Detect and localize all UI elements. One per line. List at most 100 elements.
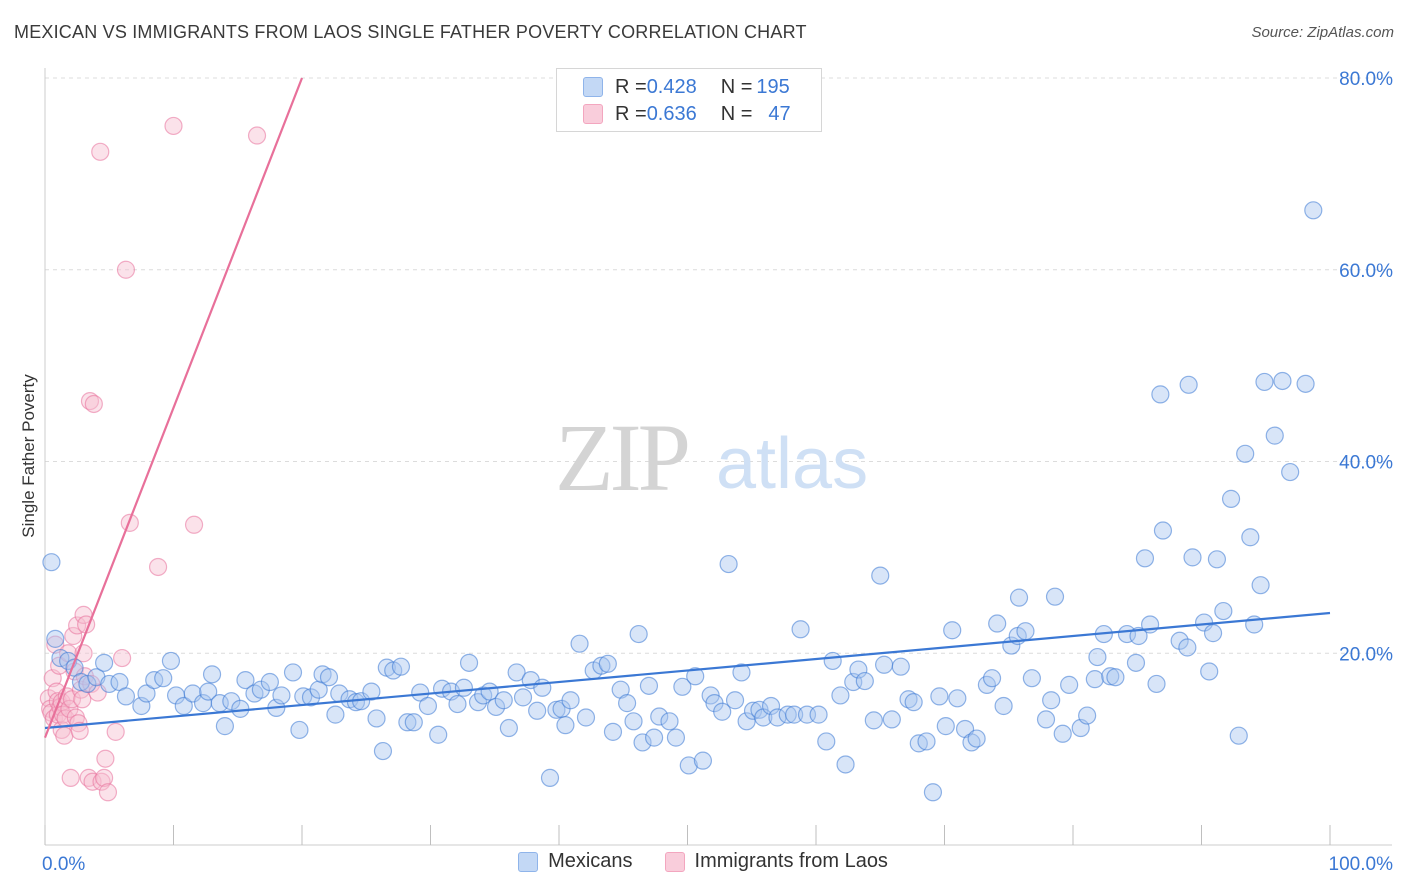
y-tick-label: 60.0% [1339, 261, 1393, 282]
trend-line-laos [43, 77, 304, 739]
scatter-point [148, 557, 168, 577]
scatter-point [719, 554, 738, 574]
scatter-point [785, 705, 804, 724]
scatter-point [95, 768, 114, 787]
scatter-point [236, 670, 255, 690]
scatter-point [1036, 710, 1056, 729]
scatter-point [272, 686, 291, 705]
scatter-point [633, 733, 652, 752]
scatter-point [836, 755, 855, 774]
scatter-point [346, 693, 366, 712]
scatter-point [404, 713, 423, 732]
scatter-point [592, 656, 611, 675]
scatter-point [686, 667, 705, 686]
scatter-point [556, 716, 575, 735]
scatter-point [1304, 201, 1323, 220]
grid-lines [45, 77, 1392, 654]
scatter-point [55, 726, 74, 745]
scatter-point [1179, 375, 1198, 394]
scatter-point [1207, 550, 1227, 569]
watermark: ZIP atlas [555, 404, 868, 511]
scatter-point [202, 665, 222, 684]
scatter-point [540, 768, 560, 787]
scatter-point [61, 768, 80, 787]
scatter-point [454, 678, 474, 697]
scatter-point [91, 142, 110, 161]
scatter-point [528, 701, 547, 720]
scatter-point [732, 663, 751, 682]
scatter-point [309, 680, 328, 699]
scatter-point [70, 721, 89, 741]
scatter-point [693, 751, 713, 770]
y-tick-label: 40.0% [1339, 453, 1393, 474]
chart-title: MEXICAN VS IMMIGRANTS FROM LAOS SINGLE F… [14, 22, 807, 42]
scatter-point [1153, 521, 1173, 540]
scatter-point [904, 693, 923, 712]
scatter-point [817, 732, 836, 751]
scatter-point [1229, 726, 1248, 745]
legend-row-mexicans: R = 0.428 N = 195 [583, 75, 790, 99]
scatter-point [301, 688, 321, 707]
scatter-point [106, 722, 125, 741]
scatter-point [260, 672, 279, 692]
scatter-point [1147, 674, 1166, 694]
scatter-point [875, 655, 894, 674]
scatter-point [603, 722, 623, 741]
scatter-point [362, 682, 381, 701]
scatter-point [778, 705, 797, 724]
scatter-point [936, 717, 955, 736]
scatter-point [78, 674, 97, 694]
scatter-point [154, 669, 173, 688]
scatter-point [1129, 626, 1148, 646]
scatter-point [823, 651, 842, 671]
scatter-point [624, 712, 643, 731]
scatter-point [411, 683, 430, 702]
scatter-point [1183, 548, 1202, 567]
scatter-point [184, 515, 204, 534]
legend-label-mexicans: Mexicans [548, 850, 633, 872]
scatter-point [1251, 576, 1270, 595]
legend-r-value: 0.636 [646, 102, 697, 125]
scatter-point [1296, 374, 1315, 393]
scatter-point [855, 671, 874, 691]
scatter-point [1088, 647, 1107, 667]
scatter-point [679, 756, 698, 775]
scatter-point [42, 553, 61, 572]
scatter-point [95, 653, 114, 672]
scatter-point [326, 705, 345, 724]
legend-label-laos: Immigrants from Laos [694, 850, 888, 872]
scatter-point [398, 713, 417, 732]
scatter-point [64, 626, 83, 646]
scatter-point [639, 676, 659, 695]
scatter-point [73, 690, 92, 709]
scatter-point [283, 663, 303, 682]
legend-swatch-mexicans [583, 77, 603, 97]
legend-swatch-mexicans [518, 851, 539, 872]
scatter-point [96, 749, 115, 768]
scatter-point [761, 696, 781, 716]
y-tick-label: 80.0% [1339, 69, 1393, 90]
scatter-point [1281, 462, 1300, 482]
scatter-point [1265, 426, 1284, 445]
scatter-point [429, 725, 448, 744]
scatter-point [418, 696, 438, 716]
legend-item-mexicans[interactable]: Mexicans [518, 850, 633, 873]
legend-item-laos[interactable]: Immigrants from Laos [664, 850, 888, 873]
scatter-point [1273, 371, 1292, 391]
scatter-point [513, 688, 533, 707]
scatter-point [215, 717, 234, 736]
scatter-point [809, 705, 828, 724]
legend-r-label: R = [615, 75, 647, 98]
scatter-point [116, 687, 136, 706]
scatter-point [1214, 601, 1233, 621]
scatter-point [618, 694, 637, 713]
scatter-point [1241, 528, 1260, 547]
scatter-point [1203, 624, 1223, 643]
scatter-point [673, 677, 692, 696]
axes [44, 68, 1392, 846]
scatter-point [864, 711, 883, 730]
legend-swatch-laos [583, 104, 603, 124]
scatter-point [164, 116, 183, 136]
scatter-point [1022, 669, 1041, 688]
